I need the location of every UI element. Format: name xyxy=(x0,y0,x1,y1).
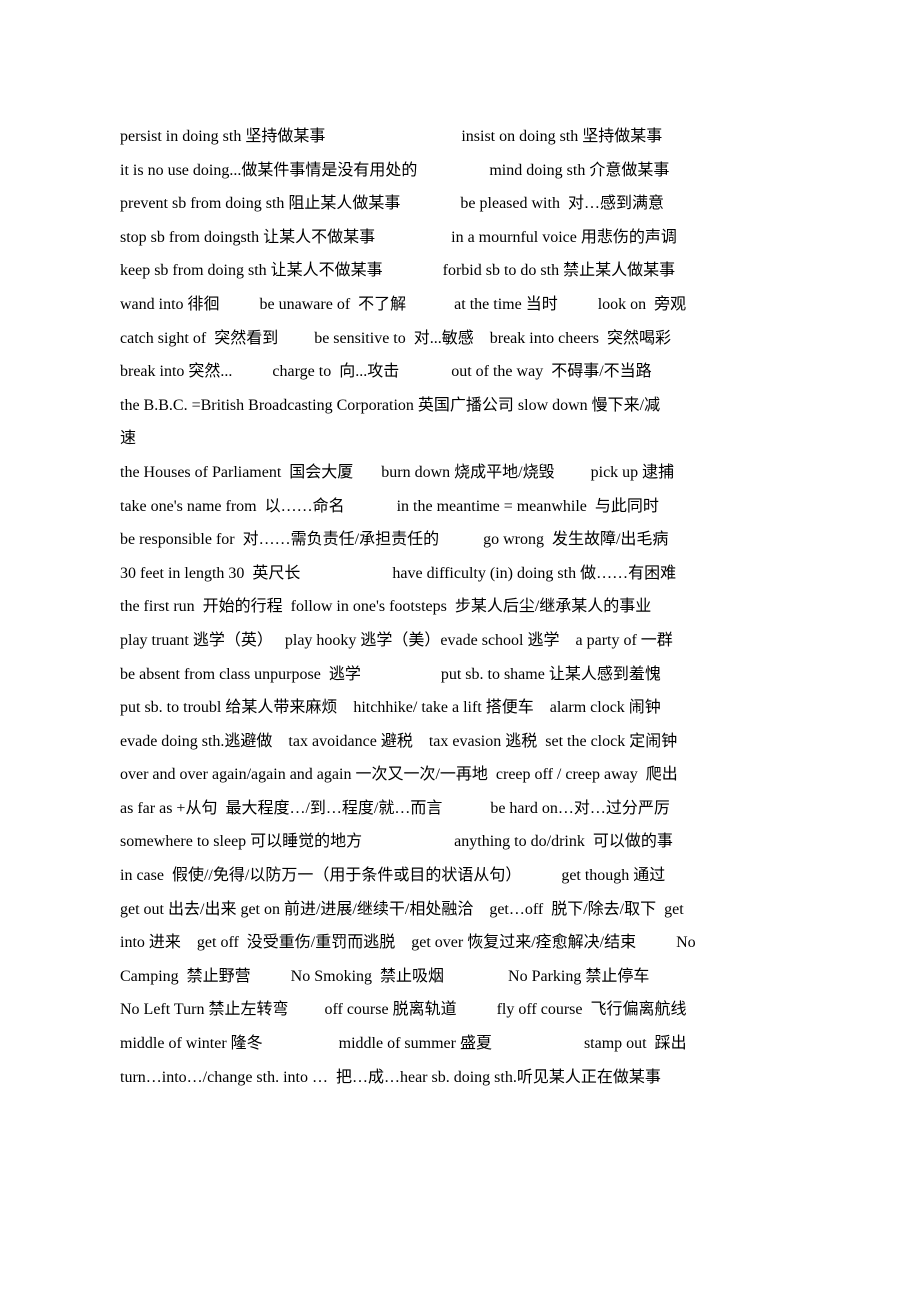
text-line: stop sb from doingsth 让某人不做某事 in a mourn… xyxy=(120,221,825,255)
text-line: break into 突然... charge to 向...攻击 out of… xyxy=(120,355,825,389)
text-line: middle of winter 隆冬 middle of summer 盛夏 … xyxy=(120,1027,825,1061)
text-line: put sb. to troubl 给某人带来麻烦 hitchhike/ tak… xyxy=(120,691,825,725)
text-line: the B.B.C. =British Broadcasting Corpora… xyxy=(120,389,825,423)
text-line: play truant 逃学（英） play hooky 逃学（美）evade … xyxy=(120,624,825,658)
text-line: catch sight of 突然看到 be sensitive to 对...… xyxy=(120,322,825,356)
text-line: persist in doing sth 坚持做某事 insist on doi… xyxy=(120,120,825,154)
text-line: keep sb from doing sth 让某人不做某事 forbid sb… xyxy=(120,254,825,288)
text-line: into 进来 get off 没受重伤/重罚而逃脱 get over 恢复过来… xyxy=(120,926,825,960)
text-line: evade doing sth.逃避做 tax avoidance 避税 tax… xyxy=(120,725,825,759)
text-line: No Left Turn 禁止左转弯 off course 脱离轨道 fly o… xyxy=(120,993,825,1027)
text-line: over and over again/again and again 一次又一… xyxy=(120,758,825,792)
text-line: the Houses of Parliament 国会大厦 burn down … xyxy=(120,456,825,490)
text-line: wand into 徘徊 be unaware of 不了解 at the ti… xyxy=(120,288,825,322)
text-line: in case 假使//免得/以防万一（用于条件或目的状语从句） get tho… xyxy=(120,859,825,893)
text-line: prevent sb from doing sth 阻止某人做某事 be ple… xyxy=(120,187,825,221)
text-line: as far as +从句 最大程度…/到…程度/就…而言 be hard on… xyxy=(120,792,825,826)
text-line: Camping 禁止野营 No Smoking 禁止吸烟 No Parking … xyxy=(120,960,825,994)
text-line: be responsible for 对……需负责任/承担责任的 go wron… xyxy=(120,523,825,557)
text-line: it is no use doing...做某件事情是没有用处的 mind do… xyxy=(120,154,825,188)
text-line: take one's name from 以……命名 in the meanti… xyxy=(120,490,825,524)
text-line: 30 feet in length 30 英尺长 have difficulty… xyxy=(120,557,825,591)
text-line: the first run 开始的行程 follow in one's foot… xyxy=(120,590,825,624)
text-line: get out 出去/出来 get on 前进/进展/继续干/相处融洽 get…… xyxy=(120,893,825,927)
text-line: turn…into…/change sth. into … 把…成…hear s… xyxy=(120,1061,825,1095)
text-line: be absent from class unpurpose 逃学 put sb… xyxy=(120,658,825,692)
document-body: persist in doing sth 坚持做某事 insist on doi… xyxy=(120,120,825,1094)
text-line: 速 xyxy=(120,422,825,456)
text-line: somewhere to sleep 可以睡觉的地方 anything to d… xyxy=(120,825,825,859)
